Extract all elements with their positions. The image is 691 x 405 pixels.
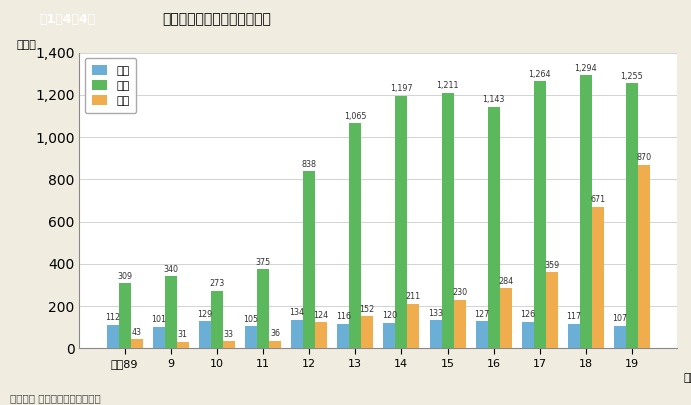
Bar <box>500 288 511 348</box>
Bar <box>199 321 211 348</box>
Bar <box>442 93 453 348</box>
Bar <box>395 96 408 348</box>
Bar <box>211 291 223 348</box>
Bar <box>153 327 164 348</box>
Legend: 殺人, 傷害, 暴行: 殺人, 傷害, 暴行 <box>85 58 136 113</box>
Text: 129: 129 <box>197 309 213 318</box>
Bar <box>223 341 235 348</box>
Text: 117: 117 <box>567 312 581 321</box>
Bar <box>592 207 604 348</box>
Bar <box>638 164 650 348</box>
Text: 838: 838 <box>302 160 316 169</box>
Text: 1,143: 1,143 <box>482 96 505 104</box>
Bar <box>119 283 131 348</box>
Bar <box>106 325 119 348</box>
Bar <box>430 320 442 348</box>
Text: 101: 101 <box>151 315 167 324</box>
Text: 105: 105 <box>243 315 258 324</box>
Bar <box>131 339 142 348</box>
Bar <box>349 124 361 348</box>
Bar <box>245 326 257 348</box>
Text: 1,065: 1,065 <box>344 112 366 121</box>
Text: 33: 33 <box>224 330 234 339</box>
Bar <box>269 341 281 348</box>
Text: 671: 671 <box>590 195 605 204</box>
Text: 1,264: 1,264 <box>529 70 551 79</box>
Text: 116: 116 <box>336 312 351 321</box>
Text: 120: 120 <box>382 311 397 320</box>
Text: 31: 31 <box>178 330 188 339</box>
Text: 375: 375 <box>256 258 271 266</box>
Text: 230: 230 <box>452 288 467 297</box>
Text: （件）: （件） <box>17 40 37 50</box>
Text: 284: 284 <box>498 277 513 286</box>
Text: 夫から妻への犯罪の検挙状況: 夫から妻への犯罪の検挙状況 <box>162 12 272 26</box>
Bar <box>453 300 466 348</box>
Text: 340: 340 <box>163 265 178 274</box>
Text: 870: 870 <box>636 153 652 162</box>
Text: 1,294: 1,294 <box>575 64 597 72</box>
Bar <box>315 322 327 348</box>
Bar <box>384 323 395 348</box>
Text: 359: 359 <box>544 261 560 270</box>
Text: 1,255: 1,255 <box>621 72 643 81</box>
Bar <box>408 304 419 348</box>
Bar <box>568 324 580 348</box>
Bar <box>488 107 500 348</box>
Bar <box>337 324 349 348</box>
Bar <box>580 75 592 348</box>
Bar <box>361 316 373 348</box>
Text: 309: 309 <box>117 271 132 281</box>
Bar <box>291 320 303 348</box>
Text: 126: 126 <box>520 310 536 319</box>
Bar <box>626 83 638 348</box>
Text: 107: 107 <box>612 314 627 323</box>
Text: 1,197: 1,197 <box>390 84 413 93</box>
Bar <box>475 322 488 348</box>
Bar <box>522 322 533 348</box>
Text: 211: 211 <box>406 292 421 301</box>
Bar <box>303 171 315 348</box>
Bar <box>614 326 626 348</box>
Bar <box>546 273 558 348</box>
Bar <box>533 81 546 348</box>
Text: （備考） 警察庁資料より作成。: （備考） 警察庁資料より作成。 <box>10 393 101 403</box>
Text: 127: 127 <box>474 310 489 319</box>
Bar <box>257 269 269 348</box>
Text: 134: 134 <box>290 309 305 318</box>
Text: 36: 36 <box>270 329 280 338</box>
Text: 273: 273 <box>209 279 225 288</box>
Text: 152: 152 <box>359 305 375 313</box>
Bar <box>177 342 189 348</box>
Bar <box>164 277 177 348</box>
Text: 124: 124 <box>314 311 329 320</box>
Text: 43: 43 <box>131 328 142 337</box>
Text: 112: 112 <box>105 313 120 322</box>
Text: 133: 133 <box>428 309 443 318</box>
Text: 1,211: 1,211 <box>436 81 459 90</box>
Text: 第1－4－4図: 第1－4－4図 <box>39 13 95 26</box>
Text: （年）: （年） <box>683 373 691 384</box>
